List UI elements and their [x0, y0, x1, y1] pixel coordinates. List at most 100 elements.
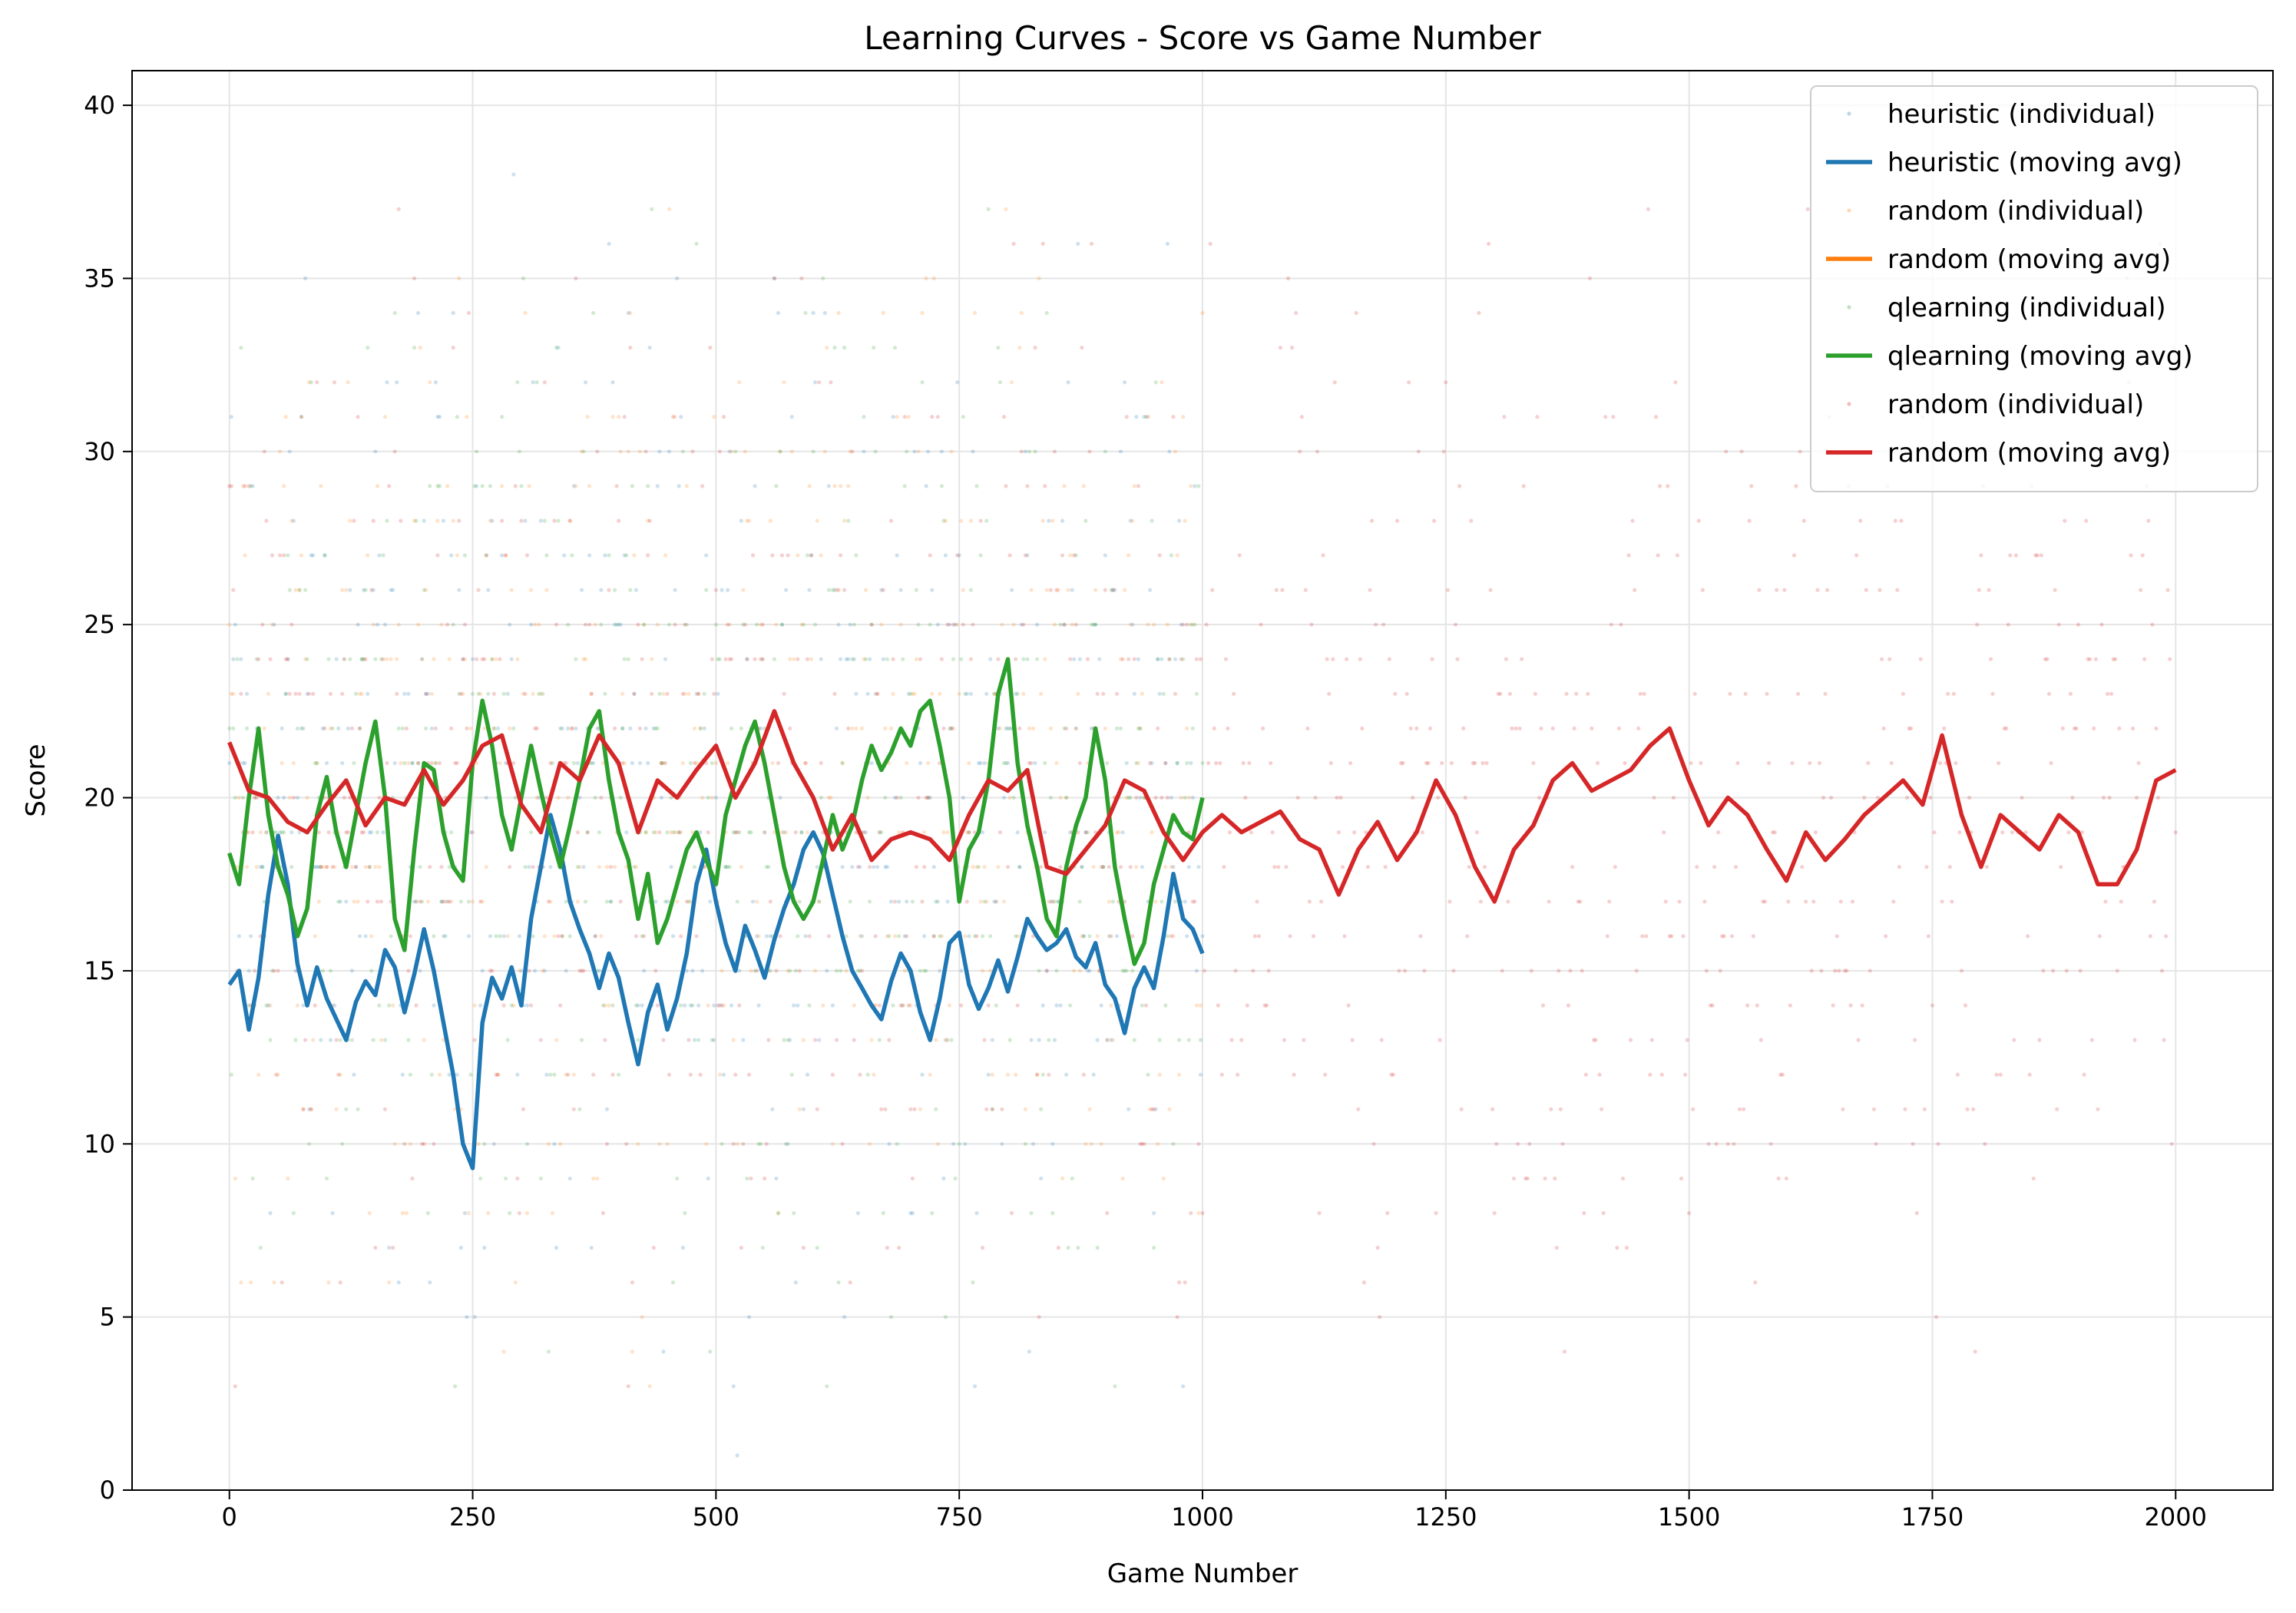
- scatter-point: [1249, 830, 1253, 835]
- scatter-point: [558, 1141, 563, 1146]
- scatter-point: [1360, 726, 1365, 731]
- scatter-point: [793, 969, 798, 973]
- scatter-point: [560, 726, 564, 731]
- scatter-point: [1128, 865, 1133, 869]
- scatter-point: [716, 691, 720, 696]
- scatter-point: [299, 415, 304, 419]
- scatter-point: [554, 1245, 559, 1250]
- scatter-point: [1776, 1176, 1781, 1181]
- scatter-point: [531, 865, 535, 869]
- scatter-point: [511, 760, 516, 766]
- scatter-point: [1179, 622, 1183, 627]
- scatter-point: [792, 657, 796, 661]
- scatter-point: [809, 553, 814, 558]
- scatter-point: [1469, 518, 1474, 523]
- x-tick-label: 1500: [1658, 1502, 1720, 1532]
- scatter-point: [677, 830, 681, 835]
- scatter-point: [587, 484, 592, 489]
- scatter-point: [524, 1141, 530, 1146]
- scatter-point: [1066, 380, 1070, 385]
- scatter-point: [753, 969, 757, 973]
- scatter-point: [338, 1038, 342, 1042]
- scatter-point: [504, 553, 508, 558]
- scatter-point: [746, 518, 752, 523]
- scatter-point: [527, 484, 531, 489]
- scatter-point: [1467, 865, 1471, 869]
- scatter-point: [527, 865, 531, 869]
- scatter-point: [1017, 865, 1022, 869]
- scatter-point: [363, 588, 368, 592]
- scatter-point: [805, 657, 810, 661]
- scatter-point: [523, 691, 528, 696]
- scatter-point: [869, 760, 874, 766]
- scatter-point: [959, 969, 964, 973]
- scatter-point: [392, 760, 397, 766]
- scatter-point: [509, 1003, 514, 1008]
- scatter-point: [244, 726, 250, 731]
- scatter-point: [675, 899, 680, 904]
- scatter-point: [955, 380, 960, 385]
- scatter-point: [282, 553, 286, 558]
- scatter-point: [363, 657, 368, 661]
- scatter-point: [1893, 518, 1897, 523]
- scatter-point: [872, 346, 876, 350]
- scatter-point: [640, 934, 644, 939]
- scatter-point: [604, 899, 610, 904]
- scatter-point: [908, 691, 913, 696]
- scatter-point: [735, 1453, 739, 1458]
- scatter-point: [1922, 1107, 1927, 1111]
- scatter-point: [684, 622, 689, 627]
- scatter-point: [720, 969, 724, 973]
- scatter-point: [1942, 726, 1947, 731]
- scatter-point: [1699, 760, 1703, 766]
- scatter-point: [1054, 588, 1059, 592]
- scatter-point: [534, 380, 539, 385]
- scatter-point: [1193, 622, 1197, 627]
- scatter-point: [1547, 899, 1551, 904]
- scatter-point: [353, 865, 359, 869]
- scatter-point: [706, 1003, 710, 1008]
- scatter-point: [745, 657, 749, 661]
- scatter-point: [1692, 691, 1697, 696]
- scatter-point: [389, 934, 393, 939]
- scatter-point: [375, 622, 379, 627]
- scatter-point: [289, 830, 294, 835]
- scatter-point: [1653, 415, 1659, 419]
- scatter-point: [1685, 1038, 1689, 1042]
- scatter-point: [924, 484, 928, 489]
- scatter-point: [591, 1072, 596, 1077]
- scatter-point: [1247, 760, 1252, 766]
- scatter-point: [1848, 1003, 1853, 1008]
- scatter-point: [1050, 899, 1055, 904]
- scatter-point: [542, 380, 547, 385]
- scatter-point: [583, 899, 588, 904]
- scatter-point: [278, 553, 283, 558]
- scatter-point: [830, 1141, 835, 1146]
- scatter-point: [786, 1038, 790, 1042]
- legend-label: heuristic (moving avg): [1887, 147, 2182, 178]
- scatter-point: [1539, 726, 1543, 731]
- scatter-point: [1478, 899, 1483, 904]
- scatter-point: [1099, 865, 1103, 869]
- scatter-point: [1484, 760, 1489, 766]
- scatter-point: [712, 1038, 716, 1042]
- scatter-point: [1118, 449, 1123, 454]
- scatter-point: [939, 657, 944, 661]
- scatter-point: [839, 657, 843, 661]
- scatter-point: [669, 795, 673, 800]
- scatter-point: [669, 865, 673, 869]
- scatter-point: [1712, 865, 1717, 869]
- scatter-point: [637, 726, 643, 731]
- scatter-point: [244, 691, 250, 696]
- scatter-point: [608, 865, 614, 869]
- scatter-point: [319, 865, 323, 869]
- scatter-point: [566, 1072, 571, 1077]
- scatter-point: [739, 726, 743, 731]
- scatter-point: [1143, 1003, 1149, 1008]
- scatter-point: [1140, 865, 1144, 869]
- scatter-point: [943, 518, 948, 523]
- scatter-point: [741, 622, 746, 627]
- scatter-point: [566, 726, 571, 731]
- scatter-point: [258, 1245, 263, 1250]
- scatter-point: [774, 1176, 779, 1181]
